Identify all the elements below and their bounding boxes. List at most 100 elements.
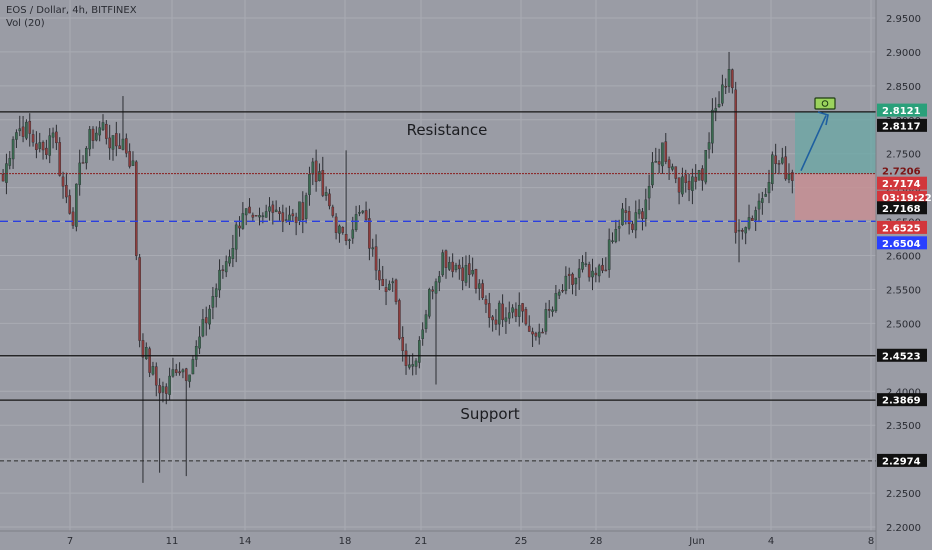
candle-body [757,200,761,210]
candle-body [334,216,338,233]
price-label-box [877,348,927,362]
candle-body [348,239,351,241]
candle-body [188,374,191,382]
candle-body [311,161,315,175]
y-tick-label: 2.9000 [886,48,921,59]
y-tick-label: 2.7500 [886,150,921,161]
candle-body [647,185,651,199]
candle-body [331,206,335,216]
candle-body [144,347,148,360]
candle-body [454,264,458,271]
x-tick-label: 18 [339,536,352,547]
candle-body [91,128,95,141]
x-tick-label: 11 [166,536,179,547]
candle-body [248,206,251,214]
candle-body [581,262,584,270]
candle-body [371,247,375,250]
candle-body [301,202,305,220]
x-tick-label: 21 [415,536,428,547]
candle-body [358,212,361,214]
candle-body [534,332,538,337]
candle-body [31,134,35,143]
candle-body [294,216,298,223]
candle-body [81,162,85,164]
candle-body [484,299,488,305]
candle-body [448,262,451,270]
candle-body [68,195,71,214]
x-tick-label: 8 [868,536,874,547]
candle-body [221,269,225,271]
trade-overlay [800,97,836,172]
candle-body [557,291,561,296]
candle-body [61,176,65,187]
candle-body [125,138,128,154]
candle-body [524,309,528,325]
candle-body [388,283,391,291]
candle-body [394,279,398,302]
candle-body [721,84,724,104]
y-tick-label: 2.3500 [886,421,921,432]
candle-body [664,141,668,162]
x-tick-label: Jun [688,536,705,547]
candle-body [607,239,611,270]
candle-body [324,192,328,196]
candle-body [198,336,201,349]
candle-body [424,314,428,329]
candle-body [641,211,644,219]
candle-body [464,265,468,283]
y-tick-label: 2.8500 [886,82,921,93]
candle-body [184,368,188,381]
time-axis[interactable]: 7 11 14 18 21 25 28 Jun 4 8 [0,530,876,547]
price-label-text: 2.7168 [882,204,921,215]
candle-body [657,161,661,165]
candle-body [28,120,32,134]
candle-body [477,283,481,289]
candle-body [85,148,88,164]
candle-body [304,195,308,219]
candle-body [767,182,771,194]
candle-body [404,350,408,366]
price-label-text: 2.6525 [882,223,921,234]
candle-body [734,89,737,233]
volume-indicator-label[interactable]: Vol (20) [6,18,45,29]
candle-body [627,211,631,225]
candle-body [18,128,22,132]
candle-body [691,176,694,191]
candle-body [461,267,464,281]
price-label-text: 2.2974 [882,456,921,467]
candle-body [164,386,168,394]
candle-body [617,226,621,229]
candle-body [55,131,58,144]
candle-body [1,174,5,182]
price-axis[interactable]: 2.95002.90002.85002.80002.75002.70002.65… [875,0,921,550]
candle-body [238,225,241,229]
candle-body [224,261,228,273]
horizontal-levels [0,111,876,462]
candle-body [378,270,381,281]
candle-body [644,199,648,219]
candle-body [544,309,548,332]
candle-body [298,201,301,221]
candle-body [458,264,461,270]
candle-body [601,264,604,271]
candle-body [511,307,514,313]
candle-body [747,217,751,229]
symbol-title[interactable]: EOS / Dollar, 4h, BITFINEX [6,5,137,16]
candle-body [41,141,45,151]
candle-body [88,129,91,150]
candle-body [494,319,498,325]
price-label-text: 2.3869 [882,396,921,407]
candle-body [291,213,295,217]
candle-body [95,132,98,141]
candle-body [201,319,205,337]
price-label-text: 2.4523 [882,351,921,362]
candle-body [594,272,598,276]
candle-body [361,210,365,213]
price-label-text: 2.7206 [882,167,921,178]
candle-body [21,126,25,137]
candle-body [48,135,52,156]
candle-body [398,300,401,339]
candle-body [694,176,698,182]
candle-body [118,145,121,149]
